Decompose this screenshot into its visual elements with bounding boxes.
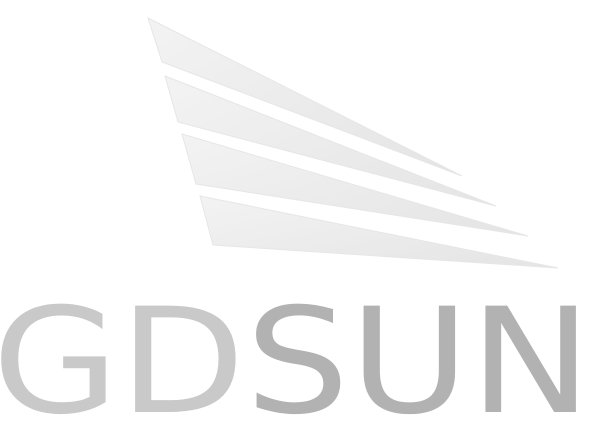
wing-stripes (147, 17, 559, 269)
wordmark-letter-n: N (469, 277, 592, 430)
wing-stripe-2 (164, 75, 497, 207)
wing-stripe-3 (181, 133, 529, 237)
wing-stripe-4 (199, 195, 559, 269)
wordmark-letter-d: D (119, 277, 245, 430)
wing-stripe-1 (147, 17, 463, 177)
wordmark-letter-s: S (245, 277, 349, 430)
wordmark-letter-u: U (349, 277, 469, 430)
wordmark: GDSUN (0, 277, 592, 430)
wordmark-letter-g: G (0, 277, 119, 430)
